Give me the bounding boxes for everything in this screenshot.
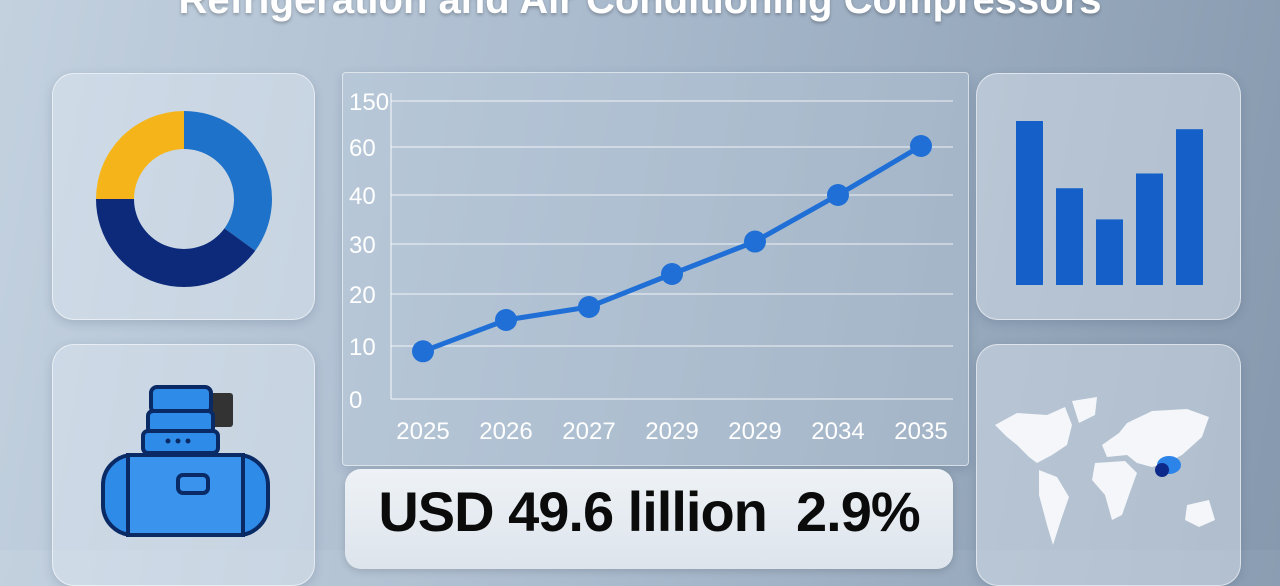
y-tick-label: 20: [349, 282, 376, 309]
map-panel: [976, 344, 1241, 586]
x-tick-label: 2029: [645, 418, 698, 445]
donut-segment: [96, 111, 184, 199]
market-value: USD 49.6 lillion: [378, 480, 768, 543]
compressor-icon: [101, 385, 270, 537]
donut-chart-icon: [96, 111, 272, 287]
world-map-icon: [995, 397, 1215, 545]
data-point: [495, 309, 517, 331]
x-tick-label: 2027: [562, 418, 615, 445]
mini-bar: [1176, 129, 1203, 285]
data-point: [412, 340, 434, 363]
data-point: [661, 263, 683, 285]
mini-bar: [1096, 219, 1123, 285]
data-point: [827, 184, 849, 206]
mini-bar: [1056, 188, 1083, 285]
headline-box: USD 49.6 lillion 2.9%: [345, 469, 953, 569]
growth-rate: 2.9%: [796, 480, 921, 543]
y-tick-label: 30: [349, 232, 376, 259]
x-tick-label: 2026: [479, 418, 532, 445]
mini-bar: [1016, 121, 1043, 285]
bars-panel: [976, 73, 1241, 320]
y-tick-label: 150: [349, 89, 389, 116]
y-tick-label: 60: [349, 135, 376, 162]
donut-segment: [96, 199, 256, 287]
donut-panel: [52, 73, 315, 320]
bar-chart-icon: [1016, 121, 1203, 285]
x-tick-label: 2035: [894, 418, 947, 445]
headline-text: USD 49.6 lillion 2.9%: [345, 479, 953, 544]
line-chart-panel: 0 10 20 30 40 60 150 2025 2026 2027 2029 2029 2034 20…: [342, 72, 969, 466]
y-tick-label: 10: [349, 334, 376, 361]
line-chart: 0 10 20 30 40 60 150 2025 2026 2027 2029 2029 2034 20…: [349, 89, 953, 445]
x-tick-label: 2034: [811, 418, 864, 445]
compressor-panel: [52, 344, 315, 586]
mini-bar: [1136, 173, 1163, 285]
x-tick-label: 2029: [728, 418, 781, 445]
y-tick-label: 0: [349, 387, 362, 414]
data-point: [910, 134, 932, 157]
data-point: [578, 296, 600, 318]
y-tick-label: 40: [349, 183, 376, 210]
donut-segment: [184, 111, 272, 251]
page-title: Refrigeration and Air Conditioning Compr…: [178, 0, 1102, 22]
x-tick-label: 2025: [396, 418, 449, 445]
data-point: [744, 230, 766, 253]
